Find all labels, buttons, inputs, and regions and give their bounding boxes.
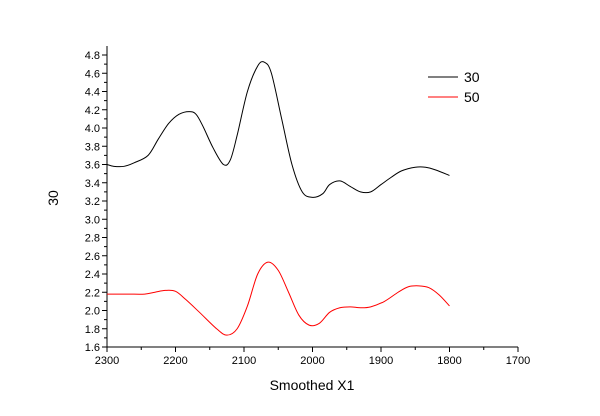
series-layer (106, 61, 450, 336)
y-axis-title: 30 (45, 190, 61, 206)
x-axis-title: Smoothed X1 (270, 377, 355, 393)
legend-label-50: 50 (464, 89, 480, 105)
y-tick-label: 4.4 (85, 87, 100, 99)
y-tick-label: 4.6 (85, 68, 100, 80)
y-tick-label: 3.0 (85, 214, 100, 226)
x-tick-label: 1700 (506, 355, 530, 367)
x-ticks: 2300 2200 2100 2000 1900 1800 1700 (95, 347, 530, 367)
y-tick-label: 4.0 (85, 123, 100, 135)
legend-label-30: 30 (464, 69, 480, 85)
y-tick-label: 2.4 (85, 269, 100, 281)
y-tick-label: 3.4 (85, 178, 100, 190)
x-tick-label: 2000 (300, 355, 324, 367)
series-line-30 (106, 61, 450, 198)
y-tick-label: 4.8 (85, 50, 100, 62)
y-tick-label: 2.2 (85, 287, 100, 299)
y-tick-label: 1.6 (85, 342, 100, 354)
y-tick-label: 1.8 (85, 324, 100, 336)
series-line-50 (107, 261, 450, 336)
plot-frame (106, 46, 518, 348)
x-tick-label: 2200 (163, 355, 187, 367)
y-tick-label: 4.2 (85, 105, 100, 117)
x-tick-label: 1800 (437, 355, 461, 367)
y-tick-label: 3.8 (85, 141, 100, 153)
y-tick-label: 2.0 (85, 306, 100, 318)
x-tick-label: 2300 (95, 355, 119, 367)
x-tick-label: 1900 (369, 355, 393, 367)
y-tick-label: 3.6 (85, 160, 100, 172)
x-tick-label: 2100 (232, 355, 256, 367)
y-ticks: 1.6 1.8 2.0 2.2 2.4 2.6 2.8 3.0 3.2 3.4 3.6 3.8 4.0 4… (85, 50, 107, 354)
y-tick-label: 2.8 (85, 233, 100, 245)
y-tick-label: 2.6 (85, 251, 100, 263)
y-tick-label: 3.2 (85, 196, 100, 208)
